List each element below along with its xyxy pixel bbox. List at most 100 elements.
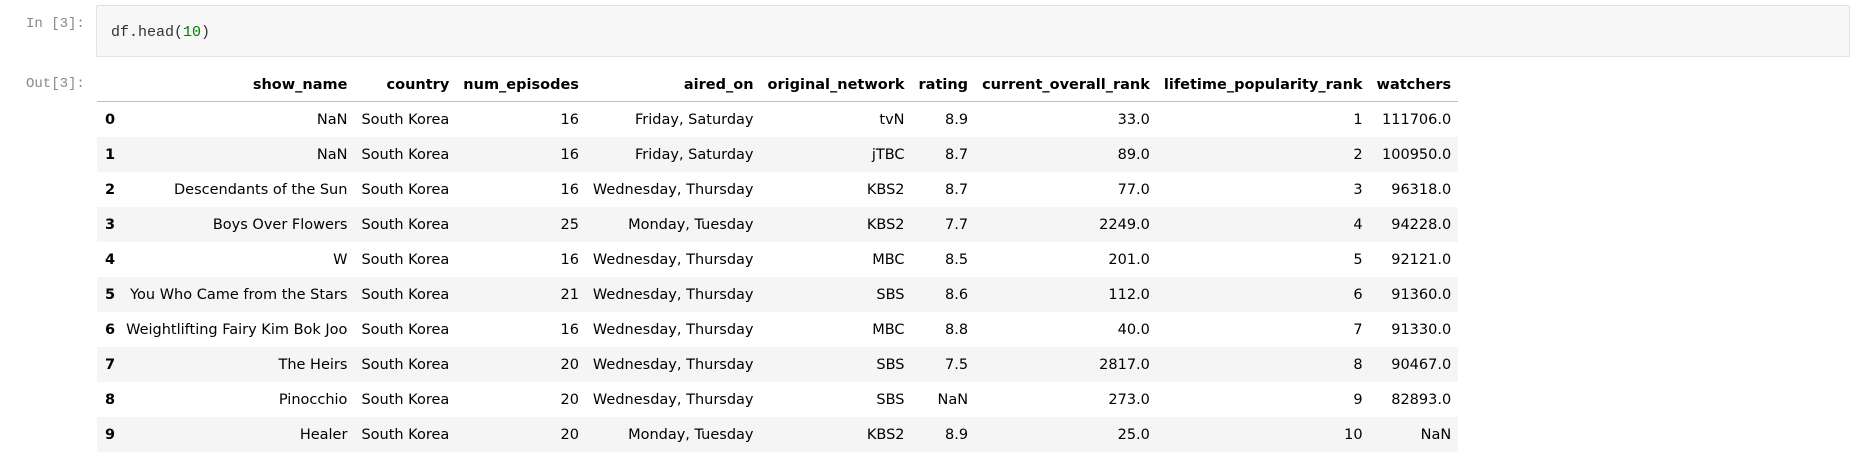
column-header: show_name [119,69,355,102]
table-cell-original-network: SBS [876,356,905,373]
table-cell-aired-on: Wednesday, Thursday [592,286,754,303]
code-prefix: df.head( [111,24,184,41]
table-cell-num-episodes: 16 [560,146,579,163]
table-cell-num-episodes: 16 [560,111,579,128]
table-cell-show-name: You Who Came from the Stars [130,286,348,303]
table-cell-watchers: 96318.0 [1391,181,1452,198]
table-cell-aired-on: Monday, Tuesday [628,426,754,443]
table-cell-original-network: SBS [876,286,905,303]
table-cell-show-name: Boys Over Flowers [212,216,348,233]
table-row: 4 W South Korea 16 Wednesday, Thursday MBC 8.5… [97,242,1459,277]
table-cell-rating: 8.6 [945,286,969,303]
table-cell-country: South Korea [361,426,450,443]
index-header [97,69,120,102]
table-cell-country: South Korea [361,216,450,233]
dataframe-table: show_name country num_episodes aired_on orig… [97,69,1459,452]
table-row: 2 Descendants of the Sun South Korea 16 Wedn… [97,172,1459,207]
code-number: 10 [183,24,202,41]
table-cell-watchers: 82893.0 [1391,391,1452,408]
table-cell-original-network: KBS2 [866,181,905,198]
table-cell-lifetime-popularity-rank: 7 [1353,321,1363,338]
row-index: 1 [105,146,116,163]
column-header: rating [911,69,976,102]
output-prompt: Out[3]: [26,76,85,92]
table-cell-country: South Korea [361,321,450,338]
table-cell-original-network: jTBC [871,146,905,163]
table-cell-num-episodes: 20 [560,391,579,408]
table-cell-lifetime-popularity-rank: 5 [1353,251,1363,268]
table-cell-watchers: 92121.0 [1391,251,1452,268]
table-row: 3 Boys Over Flowers South Korea 25 Monday, T… [97,207,1459,242]
table-cell-lifetime-popularity-rank: 2 [1353,146,1363,163]
table-cell-num-episodes: 25 [560,216,579,233]
code-suffix: ) [201,24,211,41]
table-cell-watchers: 94228.0 [1391,216,1452,233]
table-body: 0 NaN South Korea 16 Friday, Saturday tvN 8.9 3… [97,101,1459,452]
table-cell-lifetime-popularity-rank: 4 [1353,216,1363,233]
table-cell-original-network: MBC [872,251,905,268]
column-header: aired_on [585,69,761,102]
table-cell-show-name: Healer [299,426,348,443]
table-cell-watchers: 91360.0 [1391,286,1452,303]
table-cell-show-name: Weightlifting Fairy Kim Bok Joo [126,321,348,338]
table-cell-original-network: tvN [879,111,905,128]
table-cell-aired-on: Wednesday, Thursday [592,321,754,338]
table-cell-watchers: NaN [1420,426,1452,443]
row-index: 8 [105,391,116,408]
table-cell-original-network: MBC [872,321,905,338]
table-row: 7 The Heirs South Korea 20 Wednesday, Thursd… [97,347,1459,382]
table-cell-current-overall-rank: 201.0 [1108,251,1150,268]
column-header: watchers [1369,69,1459,102]
table-cell-num-episodes: 16 [560,181,579,198]
table-cell-num-episodes: 16 [560,321,579,338]
table-cell-original-network: KBS2 [866,426,905,443]
table-cell-watchers: 100950.0 [1382,146,1452,163]
table-cell-lifetime-popularity-rank: 9 [1353,391,1363,408]
table-cell-watchers: 111706.0 [1382,111,1452,128]
input-prompt: In [3]: [26,16,85,32]
table-cell-lifetime-popularity-rank: 6 [1353,286,1363,303]
table-cell-show-name: W [333,251,348,268]
row-index: 0 [105,111,116,128]
table-row: 9 Healer South Korea 20 Monday, Tuesday KBS2 8… [97,417,1459,452]
row-index: 6 [105,321,116,338]
table-cell-current-overall-rank: 33.0 [1117,111,1150,128]
table-cell-lifetime-popularity-rank: 8 [1353,356,1363,373]
row-index: 2 [105,181,116,198]
header-row: show_name country num_episodes aired_on orig… [97,69,1459,102]
table-cell-lifetime-popularity-rank: 3 [1353,181,1363,198]
table-cell-current-overall-rank: 2817.0 [1099,356,1150,373]
column-header: original_network [760,69,912,102]
column-header: current_overall_rank [975,69,1157,102]
table-cell-num-episodes: 16 [560,251,579,268]
table-cell-current-overall-rank: 77.0 [1117,181,1150,198]
table-cell-aired-on: Wednesday, Thursday [592,356,754,373]
table-cell-rating: 8.9 [945,426,969,443]
table-cell-original-network: SBS [876,391,905,408]
table-cell-rating: 7.5 [945,356,969,373]
table-cell-show-name: NaN [316,111,348,128]
table-cell-watchers: 91330.0 [1391,321,1452,338]
table-cell-show-name: NaN [316,146,348,163]
table-cell-rating: 8.7 [945,146,969,163]
table-cell-current-overall-rank: 25.0 [1117,426,1150,443]
code-input-area[interactable]: df.head(10) [96,5,1850,57]
table-cell-num-episodes: 21 [560,286,579,303]
table-cell-current-overall-rank: 89.0 [1117,146,1150,163]
row-index: 7 [105,356,116,373]
table-cell-aired-on: Wednesday, Thursday [592,391,754,408]
table-cell-aired-on: Monday, Tuesday [628,216,754,233]
table-cell-num-episodes: 20 [560,356,579,373]
table-row: 8 Pinocchio South Korea 20 Wednesday, Thursd… [97,382,1459,417]
table-cell-country: South Korea [361,111,450,128]
table-cell-original-network: KBS2 [866,216,905,233]
row-index: 4 [105,251,116,268]
column-header: num_episodes [456,69,586,102]
column-header: lifetime_popularity_rank [1156,69,1370,102]
table-cell-rating: NaN [937,391,969,408]
table-cell-lifetime-popularity-rank: 10 [1344,426,1363,443]
table-row: 1 NaN South Korea 16 Friday, Saturday jTBC 8.7… [97,137,1459,172]
table-cell-lifetime-popularity-rank: 1 [1353,111,1363,128]
table-cell-aired-on: Wednesday, Thursday [592,251,754,268]
column-header: country [354,69,457,102]
